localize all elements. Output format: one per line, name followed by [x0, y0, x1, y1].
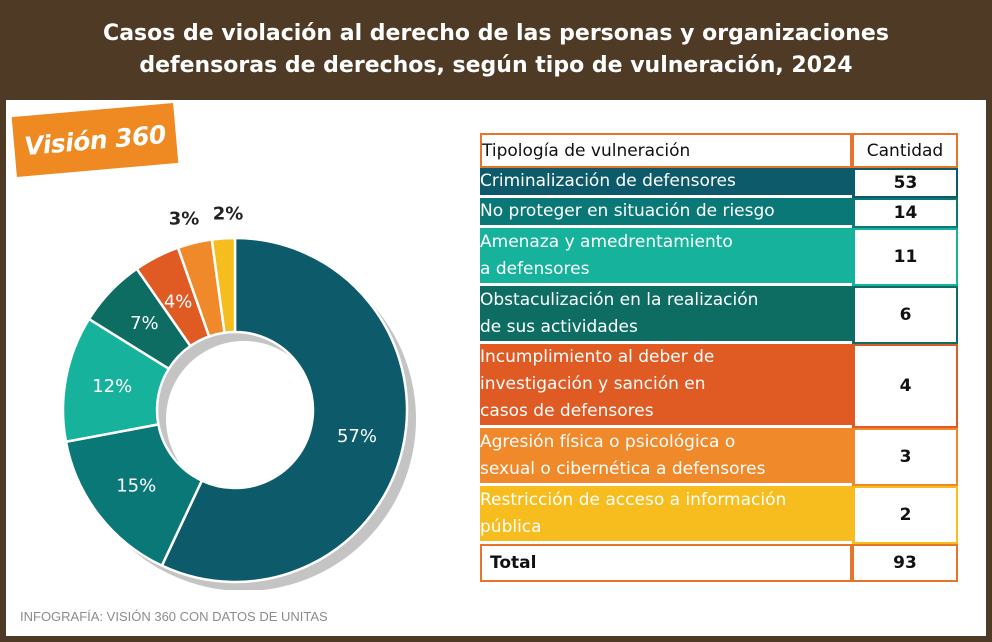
row-label-line: No proteger en situación de riesgo — [480, 201, 775, 221]
slice-percent-label: 2% — [213, 203, 244, 224]
row-label: Incumplimiento al deber de investigación … — [480, 344, 852, 428]
row-label: Agresión física o psicológica o sexual o … — [480, 428, 852, 486]
table-row: No proteger en situación de riesgo 14 — [480, 198, 958, 228]
row-quantity: 14 — [852, 198, 958, 228]
slice-percent-label: 12% — [92, 376, 132, 397]
table-row: Criminalización de defensores 53 — [480, 168, 958, 198]
slice-percent-label: 57% — [337, 426, 377, 447]
row-label-line: Incumplimiento al deber de — [480, 347, 715, 367]
table-row: Agresión física o psicológica o sexual o … — [480, 428, 958, 486]
table-row: Obstaculización en la realización de sus … — [480, 286, 958, 344]
logo-text: Visión 360 — [23, 119, 167, 161]
chart-title-line-1: Casos de violación al derecho de las per… — [103, 21, 889, 46]
row-label-line: Obstaculización en la realización — [480, 289, 759, 310]
row-label-line: pública — [480, 516, 542, 537]
row-label-line: investigación y sanción en — [480, 374, 706, 394]
slice-percent-label: 4% — [164, 292, 193, 313]
row-label-line: de sus actividades — [480, 316, 638, 337]
row-quantity: 53 — [852, 168, 958, 198]
row-label: No proteger en situación de riesgo — [480, 198, 852, 228]
row-quantity: 6 — [852, 286, 958, 344]
row-label: Restricción de acceso a información públi… — [480, 486, 852, 544]
chart-header: Casos de violación al derecho de las per… — [0, 0, 992, 100]
donut-slice — [160, 236, 409, 584]
row-quantity: 11 — [852, 228, 958, 286]
row-label-line: a defensores — [480, 258, 590, 279]
row-label-line: Agresión física o psicológica o — [480, 431, 736, 452]
row-label: Obstaculización en la realización de sus … — [480, 286, 852, 344]
column-header-quantity: Cantidad — [852, 133, 958, 168]
slice-percent-label: 15% — [116, 476, 156, 497]
source-credit: INFOGRAFÍA: VISIÓN 360 CON DATOS DE UNIT… — [20, 609, 328, 624]
column-header-type: Tipología de vulneración — [480, 133, 852, 168]
donut-chart: 57% 15% 12% 7%4% 3% 2% — [61, 203, 416, 590]
row-label-line: Criminalización de defensores — [480, 171, 736, 191]
row-quantity: 3 — [852, 428, 958, 486]
table-row: Incumplimiento al deber de investigación … — [480, 344, 958, 428]
table-header-row: Tipología de vulneración Cantidad — [480, 133, 958, 168]
total-label: Total — [480, 544, 852, 582]
slice-percent-label: 7% — [130, 313, 159, 334]
vulneration-table: Tipología de vulneración Cantidad Crimin… — [480, 133, 958, 582]
row-label-line: Amenaza y amedrentamiento — [480, 231, 733, 252]
chart-title-line-2: defensoras de derechos, según tipo de vu… — [139, 53, 853, 78]
row-label-line: sexual o cibernética a defensores — [480, 458, 766, 479]
table-row: Restricción de acceso a información públi… — [480, 486, 958, 544]
total-row: Total 93 — [480, 544, 958, 582]
row-label-line: Restricción de acceso a información — [480, 489, 787, 510]
row-quantity: 4 — [852, 344, 958, 428]
row-label-line: casos de defensores — [480, 401, 654, 421]
table-body: Criminalización de defensores 53 No proteg… — [480, 168, 958, 544]
table-row: Amenaza y amedrentamiento a defensores 11 — [480, 228, 958, 286]
total-value: 93 — [852, 544, 958, 582]
row-label: Criminalización de defensores — [480, 168, 852, 198]
row-quantity: 2 — [852, 486, 958, 544]
slice-percent-label: 3% — [169, 208, 200, 229]
row-label: Amenaza y amedrentamiento a defensores — [480, 228, 852, 286]
donut-slice — [210, 236, 237, 334]
